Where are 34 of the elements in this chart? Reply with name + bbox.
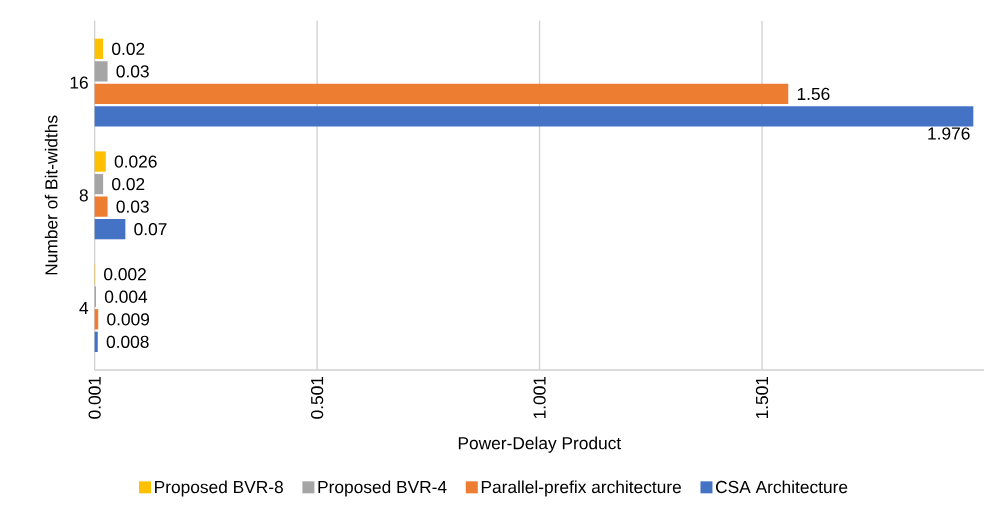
bar [94,331,98,352]
legend-label: CSA Architecture [716,480,848,494]
y-axis-title: Number of Bit-widths [44,115,58,275]
x-axis-title: Power-Delay Product [458,436,622,453]
data-label: 0.009 [107,313,150,326]
bar [94,83,789,105]
data-label: 0.004 [104,290,148,303]
bar [94,151,106,172]
bar [94,38,104,59]
data-label: 0.026 [114,155,157,168]
bar [94,173,104,195]
data-label: 0.02 [112,42,145,55]
y-tick-label: 8 [79,189,88,202]
y-tick-label: 4 [79,302,89,314]
data-label: 0.008 [106,335,149,348]
bar [94,196,108,217]
x-tick-label: 1.501 [755,376,769,419]
legend-label: Proposed BVR-8 [155,480,283,497]
bar [94,106,974,127]
x-tick-label: 0.501 [310,376,324,419]
bar [94,61,108,82]
data-label: 0.07 [134,223,167,236]
data-label: 0.03 [116,200,149,213]
x-tick-label: 0.001 [88,376,101,419]
x-tick-label: 1.001 [533,376,546,419]
data-label: 1.976 [928,127,970,140]
y-tick-label: 16 [70,76,88,89]
legend-label: Parallel-prefix architecture [481,480,681,497]
data-label: 0.02 [112,177,145,191]
legend-label: Proposed BVR-4 [318,480,447,497]
data-label: 0.002 [104,268,146,281]
data-label: 1.56 [797,87,830,101]
bar [94,219,126,240]
data-label: 0.03 [116,65,149,78]
